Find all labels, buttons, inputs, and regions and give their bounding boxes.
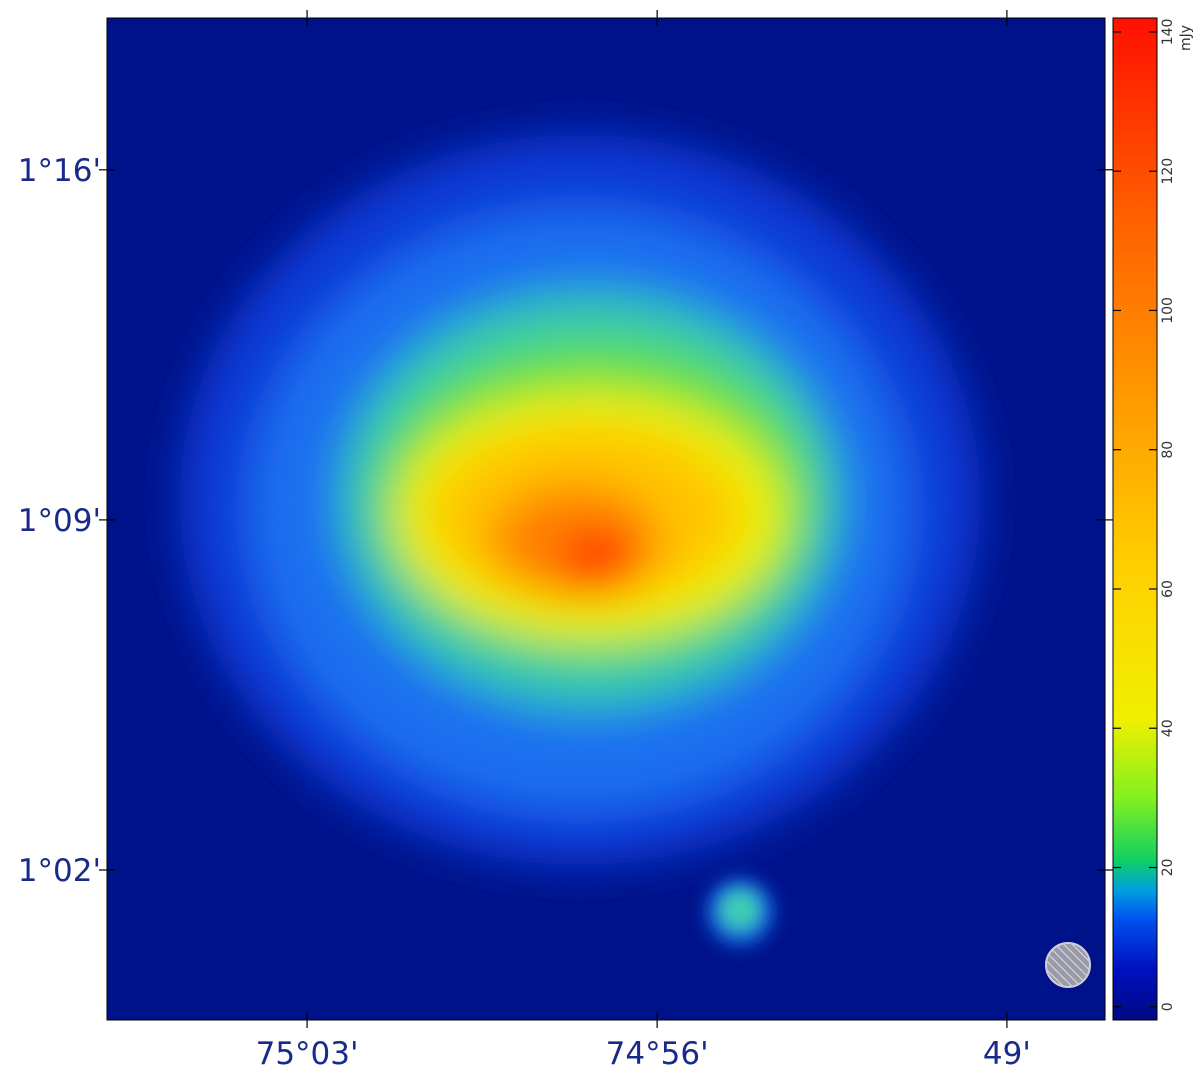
y-tick-label: 1°16'	[18, 153, 101, 189]
colorbar	[1112, 17, 1158, 1021]
colorbar-label: mJy	[1178, 25, 1194, 51]
colorbar-tick-label: 40	[1160, 719, 1176, 737]
x-tick-label: 49'	[983, 1036, 1031, 1072]
y-tick-label: 1°09'	[18, 503, 101, 539]
plot-frame	[106, 17, 1106, 1021]
colorbar-tick-label: 140	[1160, 19, 1176, 46]
colorbar-tick-label: 0	[1160, 1002, 1176, 1011]
colorbar-tick-label: 100	[1160, 297, 1176, 324]
beam	[1045, 942, 1091, 988]
x-tick-label: 74°56'	[606, 1036, 709, 1072]
colorbar-tick-label: 20	[1160, 859, 1176, 877]
colorbar-tick-label: 120	[1160, 158, 1176, 185]
colorbar-tick-label: 60	[1160, 580, 1176, 598]
point-source	[706, 878, 774, 946]
emission	[180, 135, 980, 865]
image	[107, 18, 1105, 1020]
x-tick-label: 75°03'	[256, 1036, 359, 1072]
y-tick-label: 1°02'	[18, 853, 101, 889]
colorbar-tick-label: 80	[1160, 441, 1176, 459]
